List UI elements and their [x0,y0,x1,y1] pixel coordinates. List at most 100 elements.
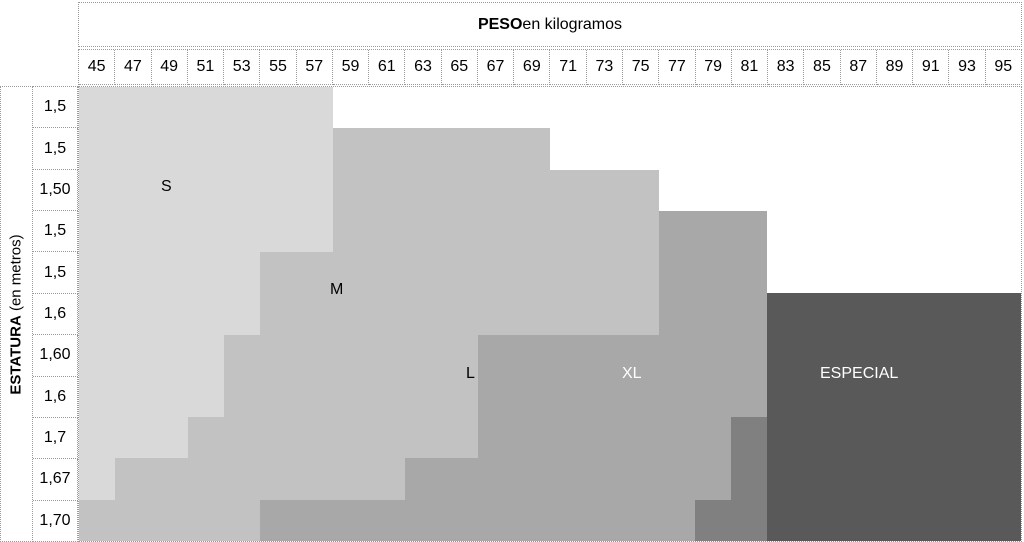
weight-header-cell: 79 [695,50,732,85]
size-cell [839,375,877,418]
size-cell [223,210,261,253]
size-cell [622,128,659,170]
size-cell [441,128,478,170]
size-cell [839,252,877,294]
size-cell [767,293,804,335]
size-cell [876,169,913,211]
size-cell [513,417,550,459]
size-cell [477,375,514,418]
size-cell [984,252,1021,294]
size-cell [912,334,949,376]
weight-header-cell: 95 [985,50,1022,85]
size-cell [912,499,949,541]
size-cell [912,210,949,253]
size-cell [550,293,587,335]
size-cell [79,417,116,459]
size-cell [441,169,478,211]
size-cell [912,252,949,294]
size-cell [803,458,840,500]
size-cell [223,293,261,335]
size-cell [658,375,695,418]
size-cell [513,128,550,170]
size-cell [477,210,514,253]
size-cell [296,128,333,170]
size-cell [405,210,442,253]
size-cell [586,334,623,376]
size-cell [658,334,695,376]
size-cell [839,87,877,129]
size-cell [658,293,695,335]
weight-header-cell: 77 [659,50,696,85]
size-cell [115,334,152,376]
size-cell [984,293,1021,335]
size-cell [260,252,297,294]
weight-header-row: 45 47 49 51 53 55 57 59 61 63 65 67 69 71 73 75 77 79 81 83… [78,49,1022,85]
size-cell [658,210,695,253]
size-cell [912,293,949,335]
size-cell [187,252,224,294]
size-cell [223,169,261,211]
size-cell [477,293,514,335]
size-cell [187,87,224,129]
size-cell [984,499,1021,541]
size-cell [948,499,985,541]
size-cell [803,169,840,211]
size-cell [876,128,913,170]
weight-header-cell: 67 [477,50,515,85]
size-cell [984,169,1021,211]
size-cell [839,128,877,170]
size-cell [332,334,369,376]
weight-header-cell: 73 [586,50,623,85]
size-cell [477,87,514,129]
size-cell [151,252,188,294]
size-cell [586,128,623,170]
size-cell [550,252,587,294]
weight-header-cell: 45 [79,50,116,85]
height-header-cell: 1,6 [33,376,78,418]
size-cell [223,128,261,170]
size-cell [658,252,695,294]
size-cell [223,334,261,376]
size-cell [876,210,913,253]
weight-header-cell: 81 [731,50,769,85]
size-cell [441,87,478,129]
size-cell [803,499,840,541]
size-cell [260,458,297,500]
size-cell [187,210,224,253]
size-cell [658,417,695,459]
weight-header-cell: 47 [115,50,152,85]
size-cell [731,87,768,129]
height-header-cell: 1,5 [33,211,78,253]
size-cell [405,458,442,500]
size-cell [187,128,224,170]
size-cell [368,417,406,459]
size-cell [767,375,804,418]
size-cell [622,210,659,253]
size-cell [658,87,695,129]
size-cell [296,334,333,376]
size-cell [622,458,659,500]
weight-axis-title-bold: PESO [477,15,523,33]
size-cell [876,252,913,294]
size-cell [79,252,116,294]
size-cell [405,128,442,170]
weight-header-cell: 53 [224,50,261,85]
size-cell [803,128,840,170]
size-cell [731,128,768,170]
size-cell [767,169,804,211]
size-cell [622,293,659,335]
height-axis-title-bold: ESTATURA [8,314,25,395]
size-cell [151,128,188,170]
size-cell [115,458,152,500]
height-header-cell: 1,5 [33,252,78,294]
size-cell [260,293,297,335]
size-cell [223,252,261,294]
size-cell [115,293,152,335]
size-cell [187,334,224,376]
size-cell [948,417,985,459]
size-cell [767,499,804,541]
size-cell [115,210,152,253]
size-cell [513,87,550,129]
size-cell [767,128,804,170]
size-cell [948,375,985,418]
